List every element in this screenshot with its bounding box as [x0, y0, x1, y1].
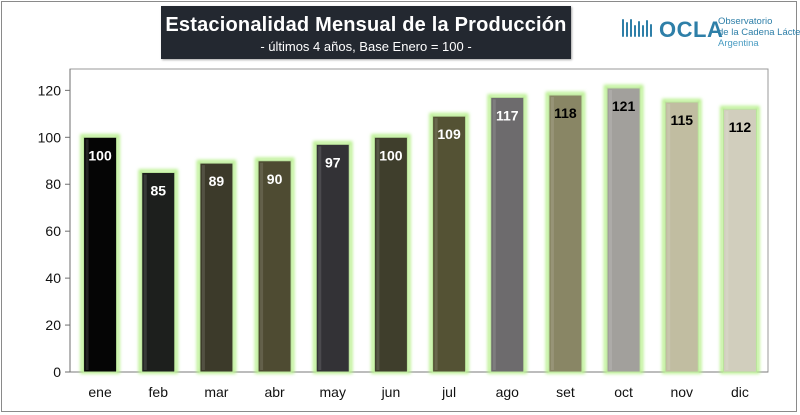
x-tick-label: oct	[614, 384, 633, 400]
bar-jul	[432, 115, 467, 373]
x-tick-label: jul	[441, 384, 456, 400]
bar-value-label: 112	[729, 119, 752, 135]
ocla-waves-icon	[622, 19, 652, 37]
bar-highlight	[318, 146, 322, 370]
bar-mar	[199, 162, 234, 373]
logo-line-2: de la Cadena Láctea	[718, 27, 800, 38]
y-tick-label: 0	[53, 364, 61, 380]
x-tick-label: jun	[381, 384, 401, 400]
plot-area	[69, 68, 769, 373]
chart-subtitle: - últimos 4 años, Base Enero = 100 -	[260, 39, 472, 54]
bar-dic	[722, 108, 757, 373]
bar-highlight	[434, 118, 438, 370]
ocla-logo: OCLA Observatorio de la Cadena Láctea Ar…	[622, 12, 800, 56]
bar-value-label: 89	[209, 173, 225, 189]
title-box: Estacionalidad Mensual de la Producción …	[161, 6, 571, 59]
bar-value-label: 109	[437, 126, 461, 142]
bar-nov	[664, 101, 699, 373]
x-tick-label: mar	[204, 384, 228, 400]
y-tick-label: 120	[38, 82, 62, 98]
x-tick-label: feb	[149, 384, 169, 400]
bar-value-label: 117	[496, 107, 519, 123]
y-tick-label: 80	[45, 176, 61, 192]
bar-highlight	[260, 162, 264, 370]
chart-title: Estacionalidad Mensual de la Producción	[165, 14, 567, 36]
logo-line-3: Argentina	[718, 38, 759, 49]
bar-jun	[373, 136, 408, 373]
bar-highlight	[550, 97, 554, 370]
x-tick-label: nov	[670, 384, 693, 400]
x-tick-label: ene	[88, 384, 112, 400]
x-tick-label: dic	[731, 384, 749, 400]
bar-highlight	[725, 111, 729, 371]
x-tick-label: may	[320, 384, 346, 400]
x-tick-label: set	[556, 384, 575, 400]
bar-value-label: 100	[379, 147, 403, 163]
bar-abr	[257, 160, 292, 373]
logo-line-1: Observatorio	[718, 16, 773, 27]
bar-highlight	[667, 104, 671, 370]
bar-value-label: 100	[88, 147, 112, 163]
logo-name: OCLA	[659, 17, 724, 42]
bar-may	[315, 143, 350, 373]
bar-feb	[141, 172, 176, 373]
x-tick-label: ago	[496, 384, 520, 400]
bar-oct	[606, 87, 641, 373]
bar-highlight	[609, 90, 613, 370]
bar-ene	[83, 136, 118, 373]
bar-value-label: 118	[554, 105, 577, 121]
y-tick-label: 100	[38, 129, 62, 145]
bar-highlight	[201, 165, 205, 370]
bar-highlight	[376, 139, 380, 370]
y-tick-label: 20	[45, 317, 61, 333]
bar-ago	[490, 96, 525, 373]
bar-value-label: 121	[612, 98, 636, 114]
bar-value-label: 85	[150, 183, 166, 199]
bar-highlight	[492, 99, 496, 370]
bar-value-label: 97	[325, 154, 341, 170]
bar-highlight	[85, 139, 89, 370]
y-tick-label: 60	[45, 223, 61, 239]
x-tick-label: abr	[264, 384, 285, 400]
bar-set	[548, 94, 583, 373]
bar-value-label: 115	[670, 112, 693, 128]
bar-highlight	[143, 174, 147, 370]
bar-value-label: 90	[267, 171, 283, 187]
y-tick-label: 40	[45, 270, 61, 286]
